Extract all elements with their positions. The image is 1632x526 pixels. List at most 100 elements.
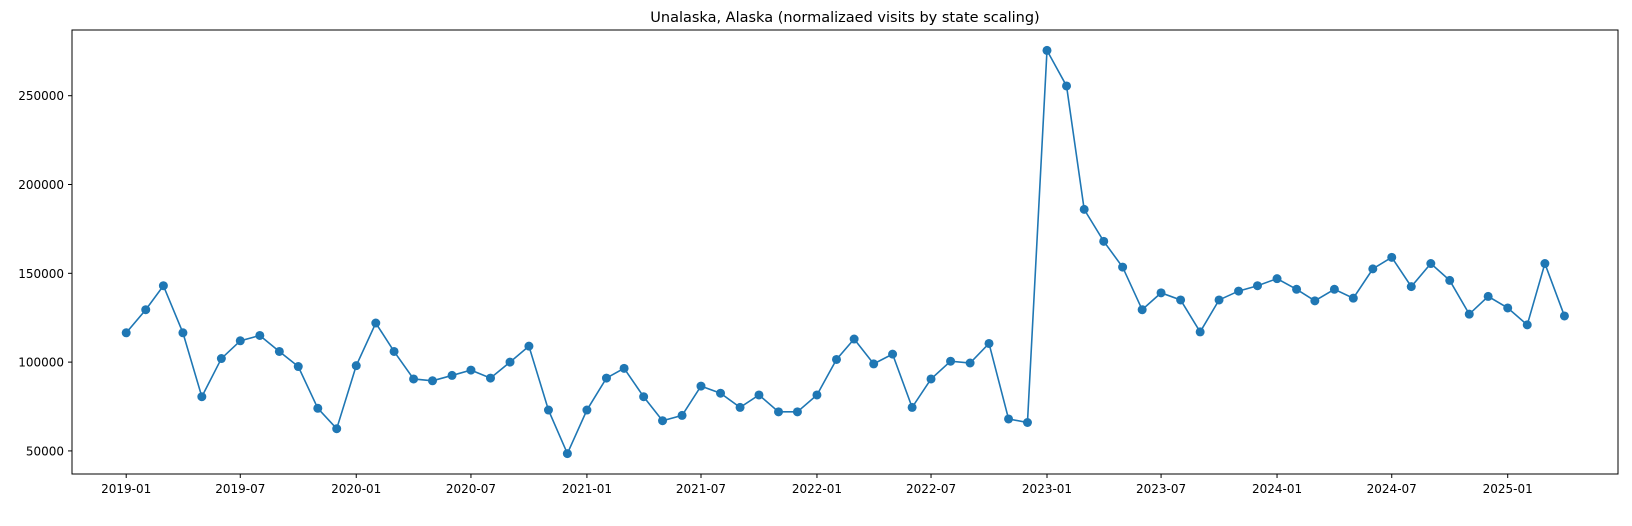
data-point — [1406, 282, 1416, 292]
data-point — [792, 407, 802, 417]
data-point — [389, 346, 399, 356]
data-point — [1234, 286, 1244, 296]
data-point — [1062, 81, 1072, 91]
chart-title: Unalaska, Alaska (normalizaed visits by … — [650, 10, 1039, 26]
data-point — [965, 358, 975, 368]
data-point — [1329, 284, 1339, 294]
y-tick-label: 250000 — [18, 89, 64, 103]
data-point — [1195, 327, 1205, 337]
data-point — [543, 405, 553, 415]
x-tick-label: 2024-01 — [1252, 482, 1302, 496]
data-point — [1176, 295, 1186, 305]
data-point — [696, 381, 706, 391]
x-tick-label: 2024-07 — [1367, 482, 1417, 496]
data-point — [158, 281, 168, 291]
data-point — [907, 402, 917, 412]
data-point — [1079, 204, 1089, 214]
data-point — [505, 357, 515, 367]
data-point — [849, 334, 859, 344]
x-tick-label: 2021-01 — [562, 482, 612, 496]
x-tick-label: 2019-01 — [101, 482, 151, 496]
data-point — [1426, 259, 1436, 269]
data-point — [466, 365, 476, 375]
data-point — [658, 416, 668, 426]
data-point — [1022, 418, 1032, 427]
y-tick-label: 150000 — [18, 267, 64, 281]
data-point — [524, 341, 534, 351]
data-point — [371, 318, 381, 328]
data-point — [1310, 296, 1320, 306]
data-point — [582, 405, 592, 415]
data-point — [447, 370, 457, 380]
data-point — [1214, 295, 1224, 305]
data-point — [428, 376, 437, 386]
data-point — [812, 390, 822, 400]
data-point — [926, 374, 936, 384]
data-point — [677, 410, 687, 420]
data-point — [831, 354, 841, 364]
data-point — [735, 402, 745, 412]
data-point — [313, 403, 323, 413]
data-point — [1348, 293, 1358, 303]
data-point — [984, 338, 994, 348]
x-tick-label: 2019-07 — [215, 482, 265, 496]
series-line — [125, 47, 1566, 456]
y-tick-label: 100000 — [18, 356, 64, 370]
data-point — [485, 373, 495, 383]
data-point — [601, 373, 611, 383]
data-point — [216, 354, 226, 364]
data-point — [1156, 288, 1166, 298]
data-point — [888, 349, 898, 359]
data-point — [1445, 275, 1455, 285]
data-point — [619, 363, 629, 373]
data-point — [1004, 414, 1014, 424]
data-point — [1099, 236, 1109, 246]
x-axis: 2019-01 2019-07 2020-01 2020-07 2021-01 2021-… — [101, 474, 1533, 496]
y-tick-label: 200000 — [18, 178, 64, 192]
x-tick-label: 2023-07 — [1136, 482, 1186, 496]
data-point — [774, 407, 784, 417]
x-tick-label: 2021-07 — [676, 482, 726, 496]
data-point — [1042, 45, 1052, 55]
data-point — [197, 392, 207, 402]
data-point — [351, 361, 361, 371]
data-point — [1368, 264, 1378, 274]
data-point — [1464, 309, 1474, 319]
data-point — [332, 424, 342, 434]
x-tick-label: 2020-01 — [331, 482, 381, 496]
data-point — [293, 362, 303, 372]
data-point — [1503, 303, 1513, 313]
data-point — [754, 390, 764, 400]
x-tick-label: 2023-01 — [1022, 482, 1072, 496]
data-point — [1540, 259, 1550, 269]
data-point — [716, 388, 726, 398]
x-tick-label: 2022-07 — [906, 482, 956, 496]
data-point — [1272, 274, 1282, 284]
y-axis: 50000 100000 150000 200000 250000 — [18, 89, 72, 458]
x-tick-label: 2020-07 — [446, 482, 496, 496]
data-point — [409, 374, 419, 384]
data-point — [178, 328, 188, 338]
data-point — [1118, 262, 1128, 272]
data-point — [946, 356, 956, 366]
data-point — [274, 346, 284, 356]
y-tick-label: 50000 — [26, 444, 64, 458]
data-point — [121, 328, 131, 338]
data-point — [1559, 311, 1569, 321]
data-point — [869, 359, 879, 369]
data-point — [1253, 281, 1262, 291]
data-point — [1522, 320, 1532, 330]
data-point — [562, 449, 572, 459]
data-point — [141, 305, 151, 315]
data-series — [121, 45, 1569, 459]
data-point — [639, 392, 649, 402]
x-tick-label: 2022-01 — [792, 482, 842, 496]
data-point — [1292, 284, 1302, 294]
data-point — [235, 336, 245, 346]
data-point — [1483, 291, 1493, 301]
data-point — [255, 330, 265, 340]
data-point — [1137, 305, 1147, 315]
x-tick-label: 2025-01 — [1483, 482, 1533, 496]
plot-frame — [71, 29, 1619, 475]
